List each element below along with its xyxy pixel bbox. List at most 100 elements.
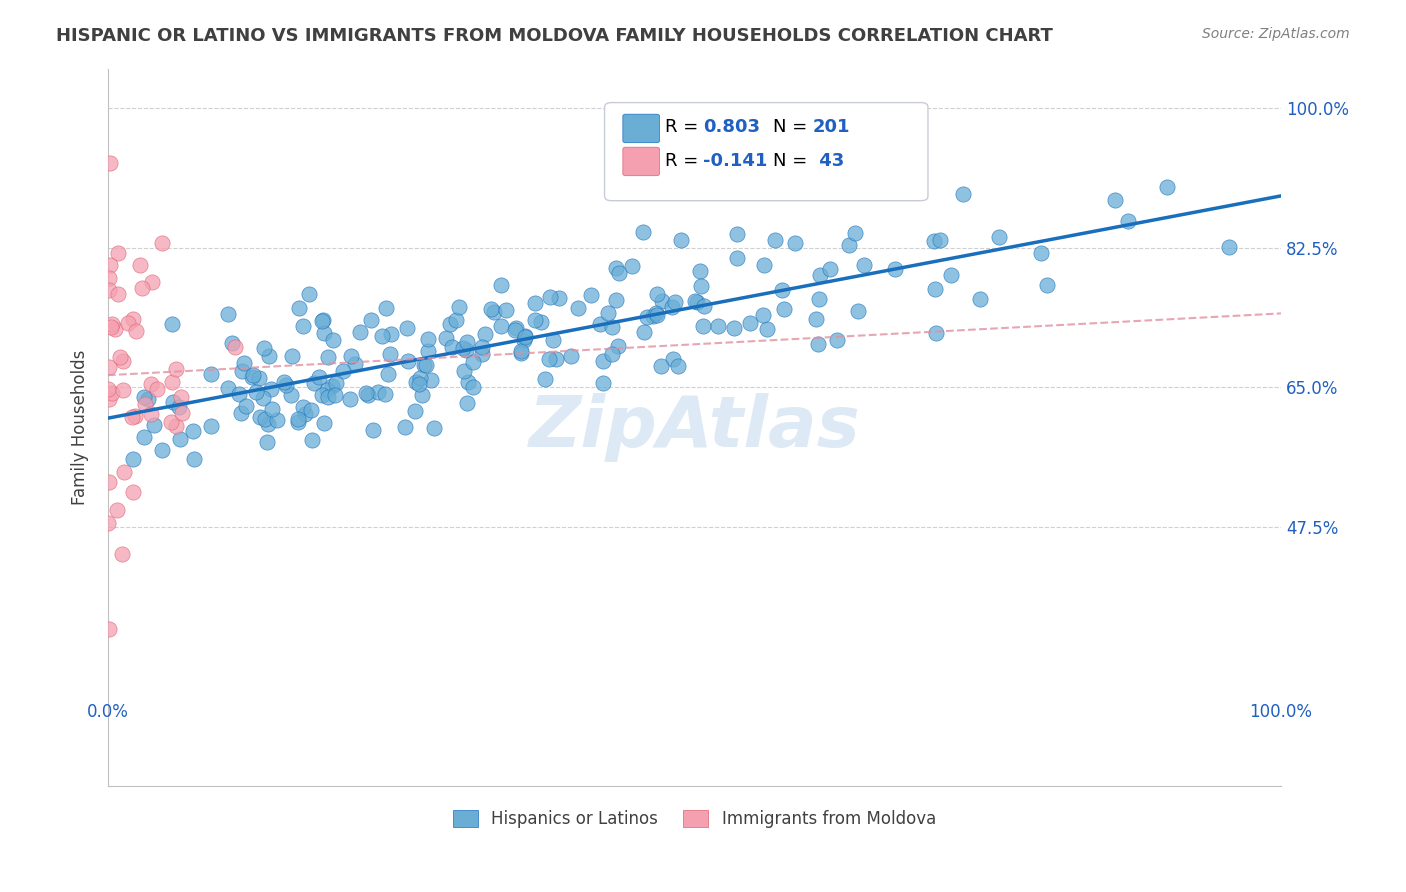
Point [339,350,361,364]
Point [167,400,190,414]
Point [107,286,129,301]
Point [592,376,614,390]
Point [453,341,475,355]
Point [224,340,246,354]
Point [396,321,419,335]
Point [146,382,169,396]
Text: N =: N = [773,118,813,136]
Point [645,306,668,320]
Point [266,413,288,427]
Point [683,294,706,309]
Point [818,262,841,277]
Point [111,383,134,397]
Point [852,258,875,272]
Point [97,516,120,531]
Text: Source: ZipAtlas.com: Source: ZipAtlas.com [1202,27,1350,41]
Point [453,364,475,378]
Point [221,335,243,350]
Point [111,547,134,561]
Point [924,234,946,248]
Point [380,326,402,341]
Point [121,484,143,499]
Point [257,417,280,431]
Point [1104,193,1126,207]
Point [692,299,714,313]
Point [308,370,330,384]
Point [666,359,689,373]
Point [538,351,561,366]
Point [356,386,378,401]
Point [357,388,380,402]
Point [434,331,457,345]
Point [838,238,860,252]
Point [489,278,512,293]
Point [363,423,385,437]
Point [301,433,323,447]
Point [457,375,479,389]
Point [808,292,831,306]
Point [846,303,869,318]
Point [247,371,270,385]
Point [112,465,135,479]
Point [374,386,396,401]
Point [332,364,354,378]
Point [242,368,264,383]
Point [349,326,371,340]
Point [121,409,143,424]
Point [752,258,775,272]
Point [98,622,121,636]
Point [439,317,461,331]
Point [311,388,333,402]
Point [98,475,121,489]
Point [671,233,693,247]
Point [411,388,433,402]
Point [808,268,831,283]
Point [620,260,643,274]
Point [924,282,946,296]
Point [132,390,155,404]
Point [662,351,685,366]
Point [321,379,343,393]
Point [288,301,311,315]
Point [101,317,124,331]
Point [664,295,686,310]
Point [692,319,714,334]
Point [165,361,187,376]
Point [322,333,344,347]
Point [104,322,127,336]
Point [643,309,665,323]
Legend: Hispanics or Latinos, Immigrants from Moldova: Hispanics or Latinos, Immigrants from Mo… [447,804,942,835]
Point [689,264,711,278]
Point [112,354,135,368]
Point [605,261,627,276]
Point [302,376,325,390]
Point [162,376,184,390]
Point [1029,245,1052,260]
Point [418,332,440,346]
Point [312,313,335,327]
Point [97,382,120,396]
Point [755,321,778,335]
Point [396,353,419,368]
Point [287,415,309,429]
Point [98,283,121,297]
Point [1218,240,1240,254]
Point [645,287,668,301]
Point [530,315,553,329]
Point [101,386,124,401]
Text: HISPANIC OR LATINO VS IMMIGRANTS FROM MOLDOVA FAMILY HOUSEHOLDS CORRELATION CHAR: HISPANIC OR LATINO VS IMMIGRANTS FROM MO… [56,27,1053,45]
Point [100,156,122,170]
Point [378,347,401,361]
Point [323,388,346,402]
Text: 100.0%: 100.0% [1250,703,1312,722]
Point [463,354,485,368]
Point [510,346,533,360]
Point [97,392,120,407]
Y-axis label: Family Households: Family Households [72,350,89,505]
Point [314,416,336,430]
Point [412,359,434,373]
Point [231,364,253,378]
Point [636,310,658,325]
Point [122,452,145,467]
Point [725,227,748,242]
